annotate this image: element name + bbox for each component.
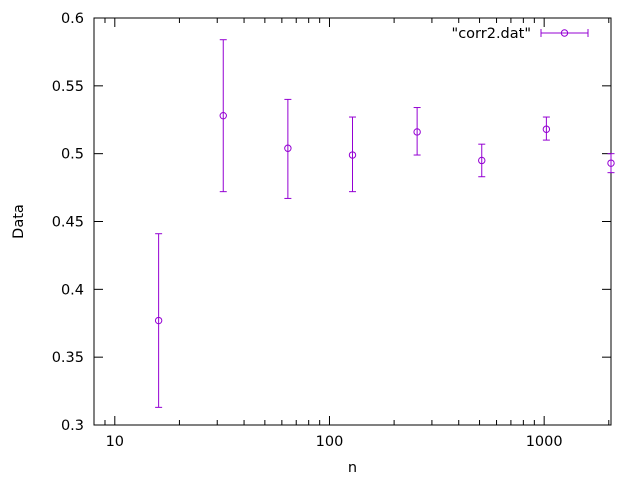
legend-label: "corr2.dat": [452, 26, 531, 42]
x-axis-label: n: [348, 460, 357, 476]
data-point: [348, 116, 357, 193]
point-marker: [413, 128, 421, 136]
point-marker: [154, 316, 163, 325]
point-marker: [219, 111, 227, 120]
data-point: [154, 233, 163, 408]
data-point: [607, 153, 615, 174]
y-axis-label: Data: [11, 204, 27, 239]
point-marker: [284, 144, 292, 152]
x-tick-label: 100: [316, 434, 344, 450]
x-tick-label: 10: [106, 434, 124, 450]
y-tick-label: 0.3: [61, 418, 84, 434]
data-point: [284, 98, 292, 199]
data-point: [478, 143, 486, 178]
data-point: [542, 116, 551, 141]
ticks-layer: [93, 17, 611, 426]
data-point: [413, 107, 421, 156]
y-tick-label: 0.6: [61, 11, 84, 27]
y-tick-label: 0.35: [52, 350, 84, 366]
y-tick-label: 0.45: [52, 215, 84, 231]
point-marker: [348, 151, 357, 159]
point-marker: [478, 156, 486, 165]
plot-frame: [93, 17, 612, 426]
data-layer: [154, 39, 615, 408]
point-marker: [542, 125, 551, 133]
y-tick-label: 0.5: [61, 147, 84, 163]
y-tick-label: 0.55: [52, 79, 84, 95]
legend: "corr2.dat": [452, 26, 589, 42]
tick-labels: 0.3 0.35 0.4 0.45 0.5 0.55 0.6 10 100 1000: [52, 11, 563, 450]
data-point: [219, 39, 227, 193]
legend-key: [540, 29, 589, 37]
point-marker: [607, 159, 615, 167]
y-tick-label: 0.4: [61, 282, 84, 298]
legend-marker: [560, 29, 569, 37]
x-tick-label: 1000: [526, 434, 563, 450]
